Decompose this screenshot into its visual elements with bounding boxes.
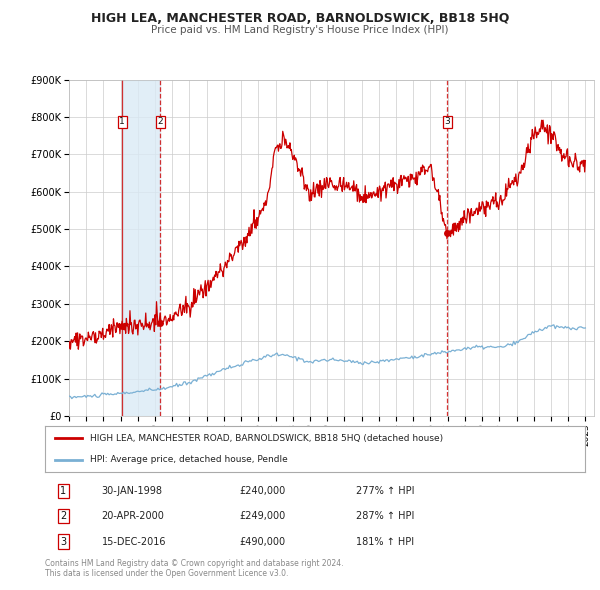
Bar [122, 80, 160, 416]
Text: HIGH LEA, MANCHESTER ROAD, BARNOLDSWICK, BB18 5HQ (detached house): HIGH LEA, MANCHESTER ROAD, BARNOLDSWICK,… [90, 434, 443, 443]
Text: £490,000: £490,000 [239, 536, 286, 546]
Text: £240,000: £240,000 [239, 486, 286, 496]
Text: Price paid vs. HM Land Registry's House Price Index (HPI): Price paid vs. HM Land Registry's House … [151, 25, 449, 35]
Text: 3: 3 [60, 536, 67, 546]
Text: 277% ↑ HPI: 277% ↑ HPI [355, 486, 414, 496]
Text: 30-JAN-1998: 30-JAN-1998 [101, 486, 163, 496]
Text: 287% ↑ HPI: 287% ↑ HPI [355, 512, 414, 521]
Text: 3: 3 [444, 117, 450, 126]
Text: 181% ↑ HPI: 181% ↑ HPI [355, 536, 413, 546]
Text: £249,000: £249,000 [239, 512, 286, 521]
Text: Contains HM Land Registry data © Crown copyright and database right 2024.: Contains HM Land Registry data © Crown c… [45, 559, 343, 568]
Text: 2: 2 [157, 117, 163, 126]
Text: HIGH LEA, MANCHESTER ROAD, BARNOLDSWICK, BB18 5HQ: HIGH LEA, MANCHESTER ROAD, BARNOLDSWICK,… [91, 12, 509, 25]
Text: This data is licensed under the Open Government Licence v3.0.: This data is licensed under the Open Gov… [45, 569, 289, 578]
Text: HPI: Average price, detached house, Pendle: HPI: Average price, detached house, Pend… [90, 455, 287, 464]
Text: 1: 1 [119, 117, 125, 126]
Text: 15-DEC-2016: 15-DEC-2016 [101, 536, 166, 546]
Text: 20-APR-2000: 20-APR-2000 [101, 512, 164, 521]
Text: 1: 1 [60, 486, 67, 496]
Text: 2: 2 [60, 512, 67, 521]
